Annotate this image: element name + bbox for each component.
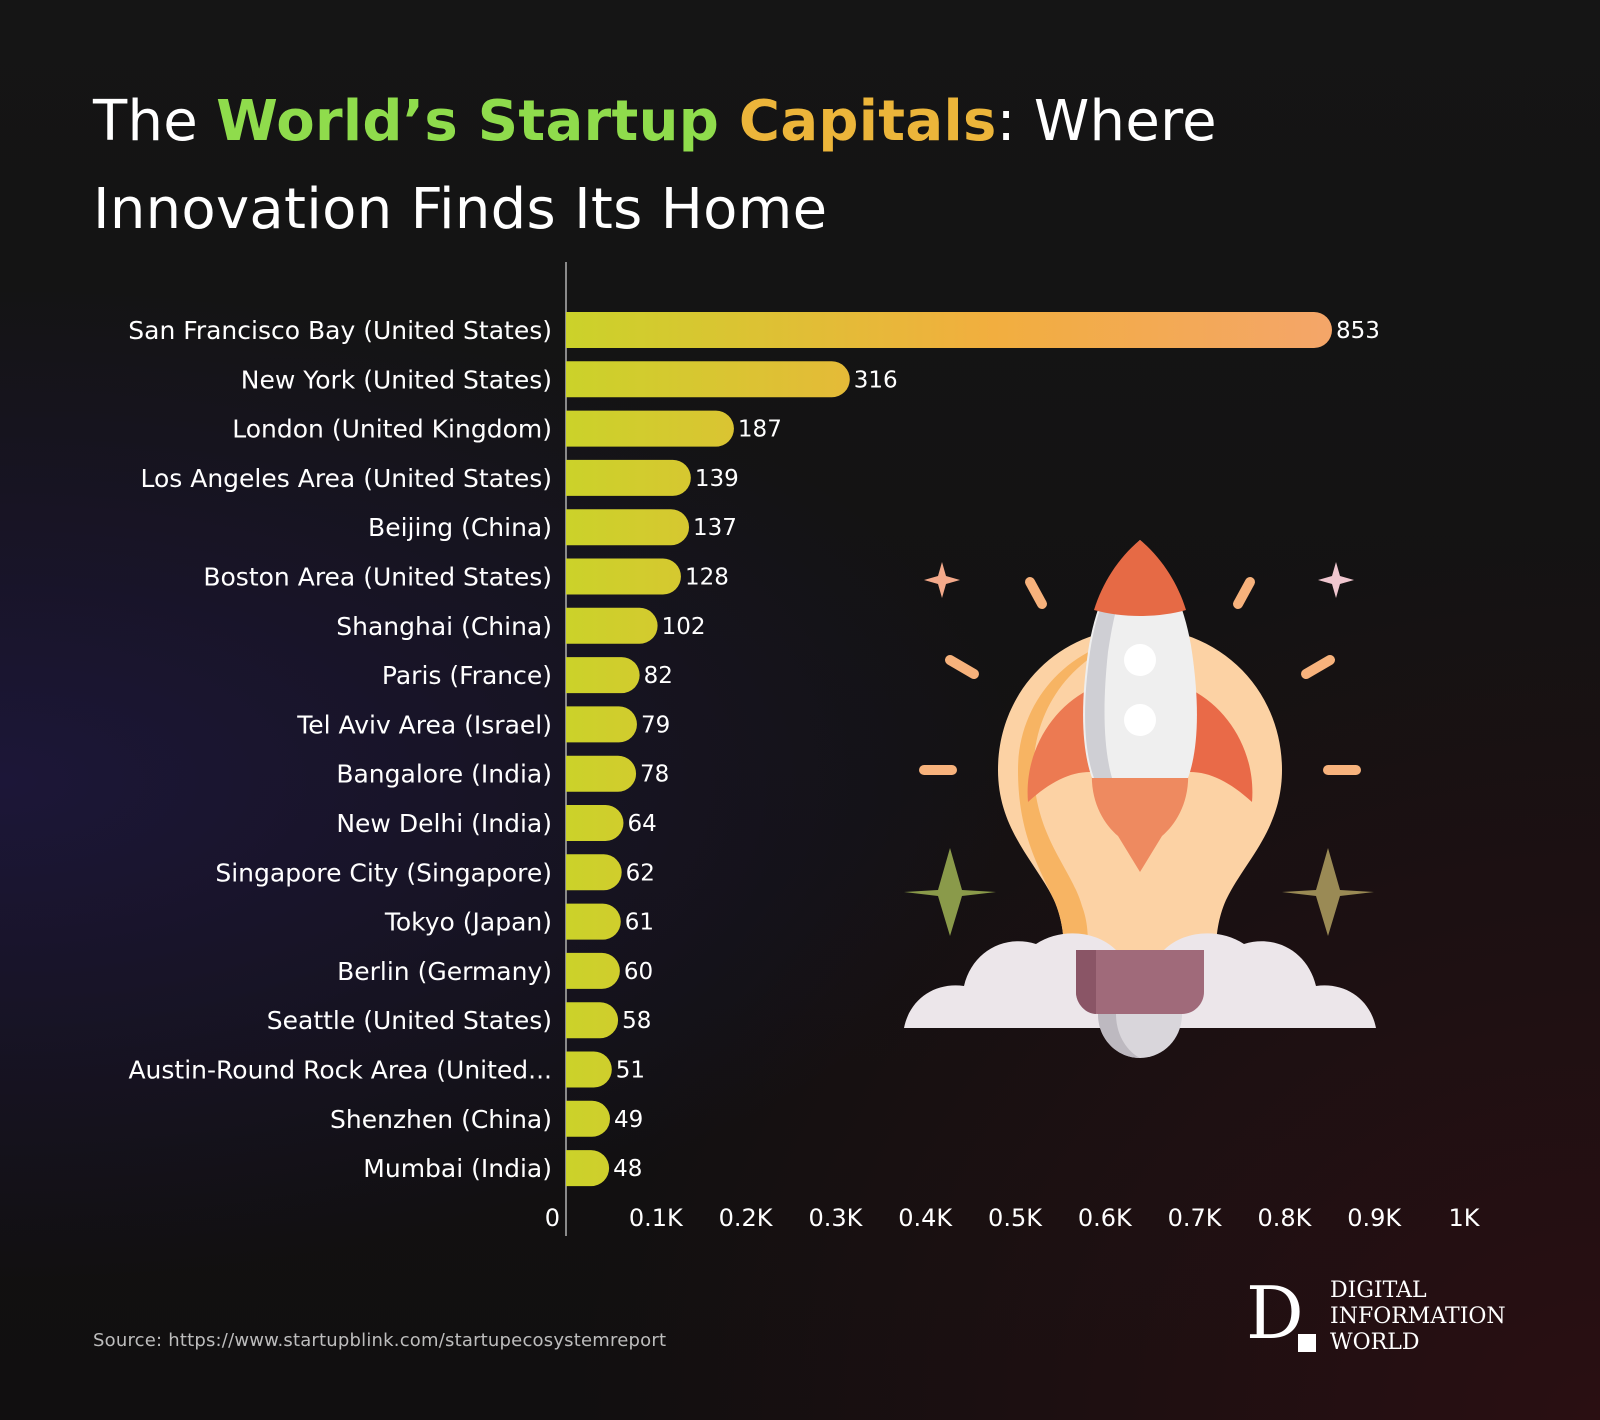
data-label: 316 [854, 367, 898, 393]
rocket-fin-left [1027, 690, 1090, 802]
x-tick-label: 0.9K [1347, 1204, 1402, 1232]
data-label: 60 [624, 959, 653, 985]
source-note: Source: https://www.startupblink.com/sta… [93, 1330, 667, 1351]
light-rays [919, 577, 1361, 775]
category-label: Tel Aviv Area (Israel) [296, 710, 552, 739]
bar [566, 361, 850, 398]
x-tick-label: 0.3K [808, 1204, 863, 1232]
x-tick-label: 0.2K [719, 1204, 774, 1232]
sparkle-olive-icon [1282, 848, 1374, 936]
data-label: 64 [627, 811, 656, 837]
category-label: Mumbai (India) [363, 1154, 552, 1183]
bar [566, 312, 1332, 348]
bar [566, 1150, 610, 1187]
lightbulb-base [1076, 950, 1204, 1014]
bar [566, 706, 637, 743]
rocket-lightbulb-icon [904, 540, 1376, 1058]
title-highlight-green: World’s Startup [216, 89, 720, 154]
rocket-nose [1094, 540, 1186, 616]
brand-logo: D DIGITAL INFORMATION WORLD [1246, 1271, 1516, 1366]
data-label: 82 [644, 663, 673, 689]
data-label: 48 [613, 1156, 642, 1182]
bar [566, 1100, 611, 1137]
x-tick-label: 0.8K [1257, 1204, 1312, 1232]
page-title: The World’s Startup Capitals: Where Inno… [93, 78, 1513, 254]
rocket-window [1124, 644, 1156, 676]
bar [566, 755, 637, 792]
title-part1: The [93, 89, 217, 154]
category-label: Bangalore (India) [336, 760, 552, 789]
category-label: Paris (France) [382, 661, 552, 690]
category-label: Austin-Round Rock Area (United... [128, 1056, 552, 1085]
category-label: Boston Area (United States) [203, 563, 552, 592]
x-tick-label: 1K [1448, 1204, 1480, 1232]
data-label: 102 [662, 614, 706, 640]
data-label: 78 [640, 762, 669, 788]
category-label: Singapore City (Singapore) [215, 858, 552, 887]
brand-logo-letter: D [1246, 1271, 1304, 1355]
x-tick-label: 0.6K [1078, 1204, 1133, 1232]
data-label: 187 [738, 417, 782, 443]
category-label: Seattle (United States) [267, 1006, 552, 1035]
data-label: 853 [1336, 318, 1380, 344]
category-label: New Delhi (India) [336, 809, 552, 838]
bar [566, 558, 681, 595]
bar [566, 410, 734, 447]
category-label: Shenzhen (China) [330, 1105, 552, 1134]
brand-name: DIGITAL INFORMATION WORLD [1330, 1278, 1506, 1356]
bar-chart: San Francisco Bay (United States) 853 New … [128, 262, 1481, 1236]
x-tick-label: 0.1K [629, 1204, 684, 1232]
brand-line-3: WORLD [1330, 1330, 1420, 1355]
brand-line-2: INFORMATION [1330, 1304, 1506, 1329]
data-label: 139 [695, 466, 739, 492]
x-tick-label: 0.4K [898, 1204, 953, 1232]
data-label: 128 [685, 565, 729, 591]
category-label: Tokyo (Japan) [384, 908, 552, 937]
data-label: 51 [616, 1058, 645, 1084]
category-label: Beijing (China) [368, 513, 552, 542]
category-label: Shanghai (China) [336, 612, 552, 641]
category-label: London (United Kingdom) [232, 415, 552, 444]
data-label: 79 [641, 712, 670, 738]
category-label: San Francisco Bay (United States) [128, 316, 552, 345]
title-highlight-gold: Capitals [719, 89, 997, 154]
bar [566, 1002, 619, 1039]
title-part2: : Where Innovation Finds Its Home [93, 89, 1217, 242]
x-tick-label: 0 [545, 1204, 560, 1232]
bar-series: San Francisco Bay (United States) 853 New … [128, 312, 1380, 1187]
rocket-fin-right [1190, 690, 1253, 802]
sparkle-green-icon [904, 848, 996, 936]
bar [566, 854, 622, 891]
bar [566, 607, 658, 644]
data-label: 137 [693, 515, 737, 541]
x-tick-label: 0.7K [1168, 1204, 1223, 1232]
bar [566, 805, 624, 841]
bar [566, 952, 620, 989]
data-label: 62 [626, 860, 655, 886]
brand-logo-square [1298, 1334, 1316, 1352]
sparkle-icon [924, 562, 960, 598]
bar [566, 459, 691, 496]
data-label: 61 [625, 910, 654, 936]
category-label: New York (United States) [241, 365, 552, 394]
bar [566, 1051, 612, 1088]
bar [566, 657, 640, 694]
category-label: Berlin (Germany) [337, 957, 552, 986]
data-label: 58 [622, 1008, 651, 1034]
rocket-flame [1091, 770, 1189, 872]
bar [566, 509, 690, 546]
x-tick-label: 0.5K [988, 1204, 1043, 1232]
bar [566, 903, 621, 940]
x-axis-ticks: 0 0.1K 0.2K 0.3K 0.4K 0.5K 0.6K 0.7K 0.8K 0.9K 1K [545, 1204, 1481, 1232]
rocket-window [1124, 704, 1156, 736]
sparkle-icon [1318, 562, 1354, 598]
category-label: Los Angeles Area (United States) [140, 464, 552, 493]
brand-line-1: DIGITAL [1330, 1278, 1427, 1303]
data-label: 49 [614, 1107, 643, 1133]
